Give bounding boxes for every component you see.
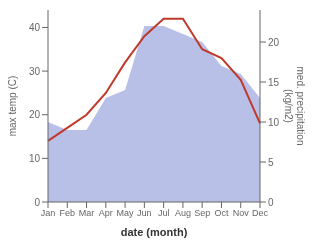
svg-text:30: 30 [29, 66, 41, 77]
svg-text:Apr: Apr [99, 208, 113, 218]
svg-text:max temp (C): max temp (C) [8, 76, 18, 137]
svg-text:Jan: Jan [41, 208, 56, 218]
svg-text:Sep: Sep [194, 208, 210, 218]
svg-text:20: 20 [268, 37, 280, 48]
svg-text:20: 20 [29, 109, 41, 120]
svg-text:Nov: Nov [233, 208, 250, 218]
svg-text:Jul: Jul [158, 208, 170, 218]
svg-text:0: 0 [34, 197, 40, 208]
svg-text:0: 0 [268, 197, 274, 208]
svg-text:10: 10 [268, 117, 280, 128]
svg-text:date (month): date (month) [121, 226, 188, 238]
svg-text:10: 10 [29, 153, 41, 164]
svg-text:Jun: Jun [137, 208, 152, 218]
svg-text:Feb: Feb [60, 208, 76, 218]
svg-text:May: May [117, 208, 135, 218]
svg-text:15: 15 [268, 77, 280, 88]
svg-text:Dec: Dec [252, 208, 269, 218]
svg-text:Aug: Aug [175, 208, 191, 218]
svg-text:Oct: Oct [214, 208, 229, 218]
svg-text:med. precipitation(kg/m2): med. precipitation(kg/m2) [283, 67, 306, 146]
svg-text:40: 40 [29, 22, 41, 33]
svg-text:5: 5 [268, 157, 274, 168]
svg-text:Mar: Mar [79, 208, 95, 218]
